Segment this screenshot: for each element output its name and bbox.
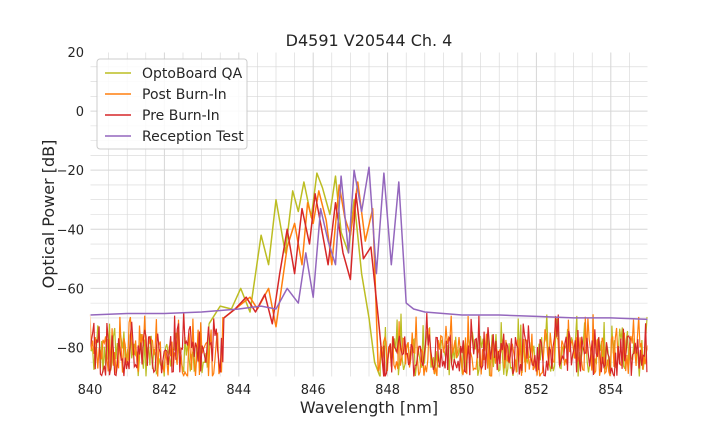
x-tick-label: 846: [301, 383, 326, 398]
y-tick-label: −80: [57, 341, 84, 356]
plot-frame: [89, 51, 649, 378]
y-ticks: 20 0 −20 −40 −60 −80: [57, 46, 84, 356]
noise-floor-right-0: [379, 313, 648, 377]
x-axis-label: Wavelength [nm]: [300, 398, 438, 417]
x-ticks: 840 842 844 846 848 850 852 854: [78, 383, 624, 398]
x-tick-label: 854: [598, 383, 623, 398]
legend: OptoBoard QA Post Burn-In Pre Burn-In Recep…: [96, 58, 248, 150]
noise-floor: [89, 311, 649, 379]
legend-box: [96, 58, 248, 150]
y-tick-label: 0: [76, 105, 84, 120]
legend-label: OptoBoard QA: [142, 66, 243, 82]
y-tick-label: 20: [67, 46, 84, 61]
x-tick-label: 840: [78, 383, 103, 398]
y-tick-label: −40: [57, 223, 84, 238]
series-line-2: [223, 193, 385, 378]
x-tick-label: 848: [375, 383, 400, 398]
x-tick-label: 852: [524, 383, 549, 398]
noise-floor-left-2: [89, 311, 225, 377]
y-axis-label: Optical Power [dB]: [39, 140, 58, 289]
noise-floor-right-2: [383, 312, 648, 379]
legend-label: Post Burn-In: [142, 87, 227, 103]
x-tick-label: 842: [152, 383, 177, 398]
y-tick-label: −60: [57, 282, 84, 297]
series-lines: [89, 166, 649, 378]
legend-label: Pre Burn-In: [142, 108, 220, 124]
x-tick-label: 850: [450, 383, 475, 398]
y-tick-label: −20: [57, 164, 84, 179]
chart-title: D4591 V20544 Ch. 4: [286, 31, 453, 50]
noise-floor-right-1: [377, 314, 649, 378]
x-tick-label: 844: [226, 383, 251, 398]
series-line-3: [89, 166, 649, 321]
legend-label: Reception Test: [142, 129, 244, 145]
